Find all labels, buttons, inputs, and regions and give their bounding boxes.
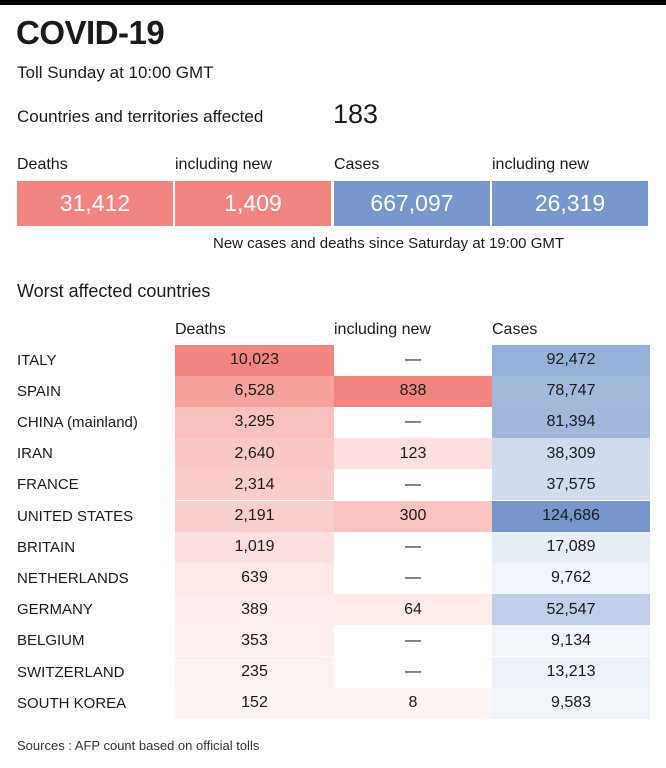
row-country-label: NETHERLANDS [17, 569, 129, 587]
summary-note: New cases and deaths since Saturday at 1… [213, 235, 565, 252]
cell-new-deaths: — [334, 406, 492, 439]
column-header-cases: Cases [492, 321, 538, 338]
cell-new-deaths: — [334, 344, 492, 376]
affected-label: Countries and territories affected [17, 107, 264, 126]
cell-deaths: 353 [175, 625, 334, 657]
cell-new-deaths: 838 [334, 375, 492, 407]
table-title: Worst affected countries [17, 281, 211, 301]
cell-deaths: 639 [175, 562, 334, 595]
cell-new-deaths: — [334, 656, 492, 688]
row-country-label: GERMANY [17, 601, 93, 619]
summary-cases-box: 667,097 [334, 181, 490, 226]
row-country-label: ITALY [17, 351, 57, 369]
cell-cases: 9,762 [492, 562, 650, 595]
row-country-label: UNITED STATES [17, 507, 134, 525]
affected-value: 183 [333, 99, 379, 129]
cell-deaths: 235 [175, 656, 334, 688]
summary-deaths-box: 31,412 [17, 181, 173, 226]
cell-cases: 9,134 [492, 625, 650, 657]
cell-cases: 38,309 [492, 438, 650, 470]
summary-label-cases: Cases [334, 156, 380, 173]
cell-new-deaths: — [334, 469, 492, 501]
summary-new-deaths-box: 1,409 [175, 181, 331, 226]
top-bar [0, 0, 666, 5]
row-country-label: SWITZERLAND [17, 663, 125, 681]
cell-new-deaths: — [334, 562, 492, 595]
summary-label-deaths: Deaths [17, 156, 68, 173]
row-country-label: IRAN [17, 445, 53, 463]
row-country-label: BELGIUM [17, 632, 85, 650]
cell-new-deaths: — [334, 625, 492, 657]
cell-new-deaths: 300 [334, 500, 492, 532]
cell-deaths: 2,314 [175, 469, 334, 501]
subtitle: Toll Sunday at 10:00 GMT [17, 63, 214, 82]
cell-cases: 92,472 [492, 344, 650, 376]
row-country-label: SPAIN [17, 382, 61, 400]
cell-new-deaths: 123 [334, 438, 492, 470]
cell-cases: 124,686 [492, 500, 650, 532]
cell-cases: 81,394 [492, 406, 650, 439]
cell-cases: 9,583 [492, 687, 650, 719]
cell-cases: 17,089 [492, 531, 650, 563]
row-country-label: SOUTH KOREA [17, 694, 127, 712]
cell-cases: 13,213 [492, 656, 650, 688]
cell-new-deaths: 64 [334, 594, 492, 626]
cell-deaths: 2,191 [175, 500, 334, 532]
cell-new-deaths: — [334, 531, 492, 563]
cell-deaths: 3,295 [175, 406, 334, 439]
cell-cases: 52,547 [492, 594, 650, 626]
column-header-deaths: Deaths [175, 321, 226, 338]
summary-new-cases-box: 26,319 [492, 181, 648, 226]
column-header-new-deaths: including new [334, 321, 431, 338]
cell-cases: 78,747 [492, 375, 650, 407]
cell-deaths: 2,640 [175, 438, 334, 470]
page-title: COVID-19 [16, 14, 165, 51]
cell-deaths: 389 [175, 594, 334, 626]
summary-label-new-cases: including new [492, 156, 589, 173]
cell-deaths: 1,019 [175, 531, 334, 563]
row-country-label: BRITAIN [17, 538, 76, 556]
cell-deaths: 6,528 [175, 375, 334, 407]
row-country-label: CHINA (mainland) [17, 413, 138, 431]
cell-deaths: 10,023 [175, 344, 334, 376]
cell-deaths: 152 [175, 687, 334, 719]
source-note: Sources : AFP count based on official to… [17, 738, 260, 753]
cell-new-deaths: 8 [334, 687, 492, 719]
row-country-label: FRANCE [17, 476, 79, 494]
summary-label-new-deaths: including new [175, 156, 272, 173]
cell-cases: 37,575 [492, 469, 650, 501]
